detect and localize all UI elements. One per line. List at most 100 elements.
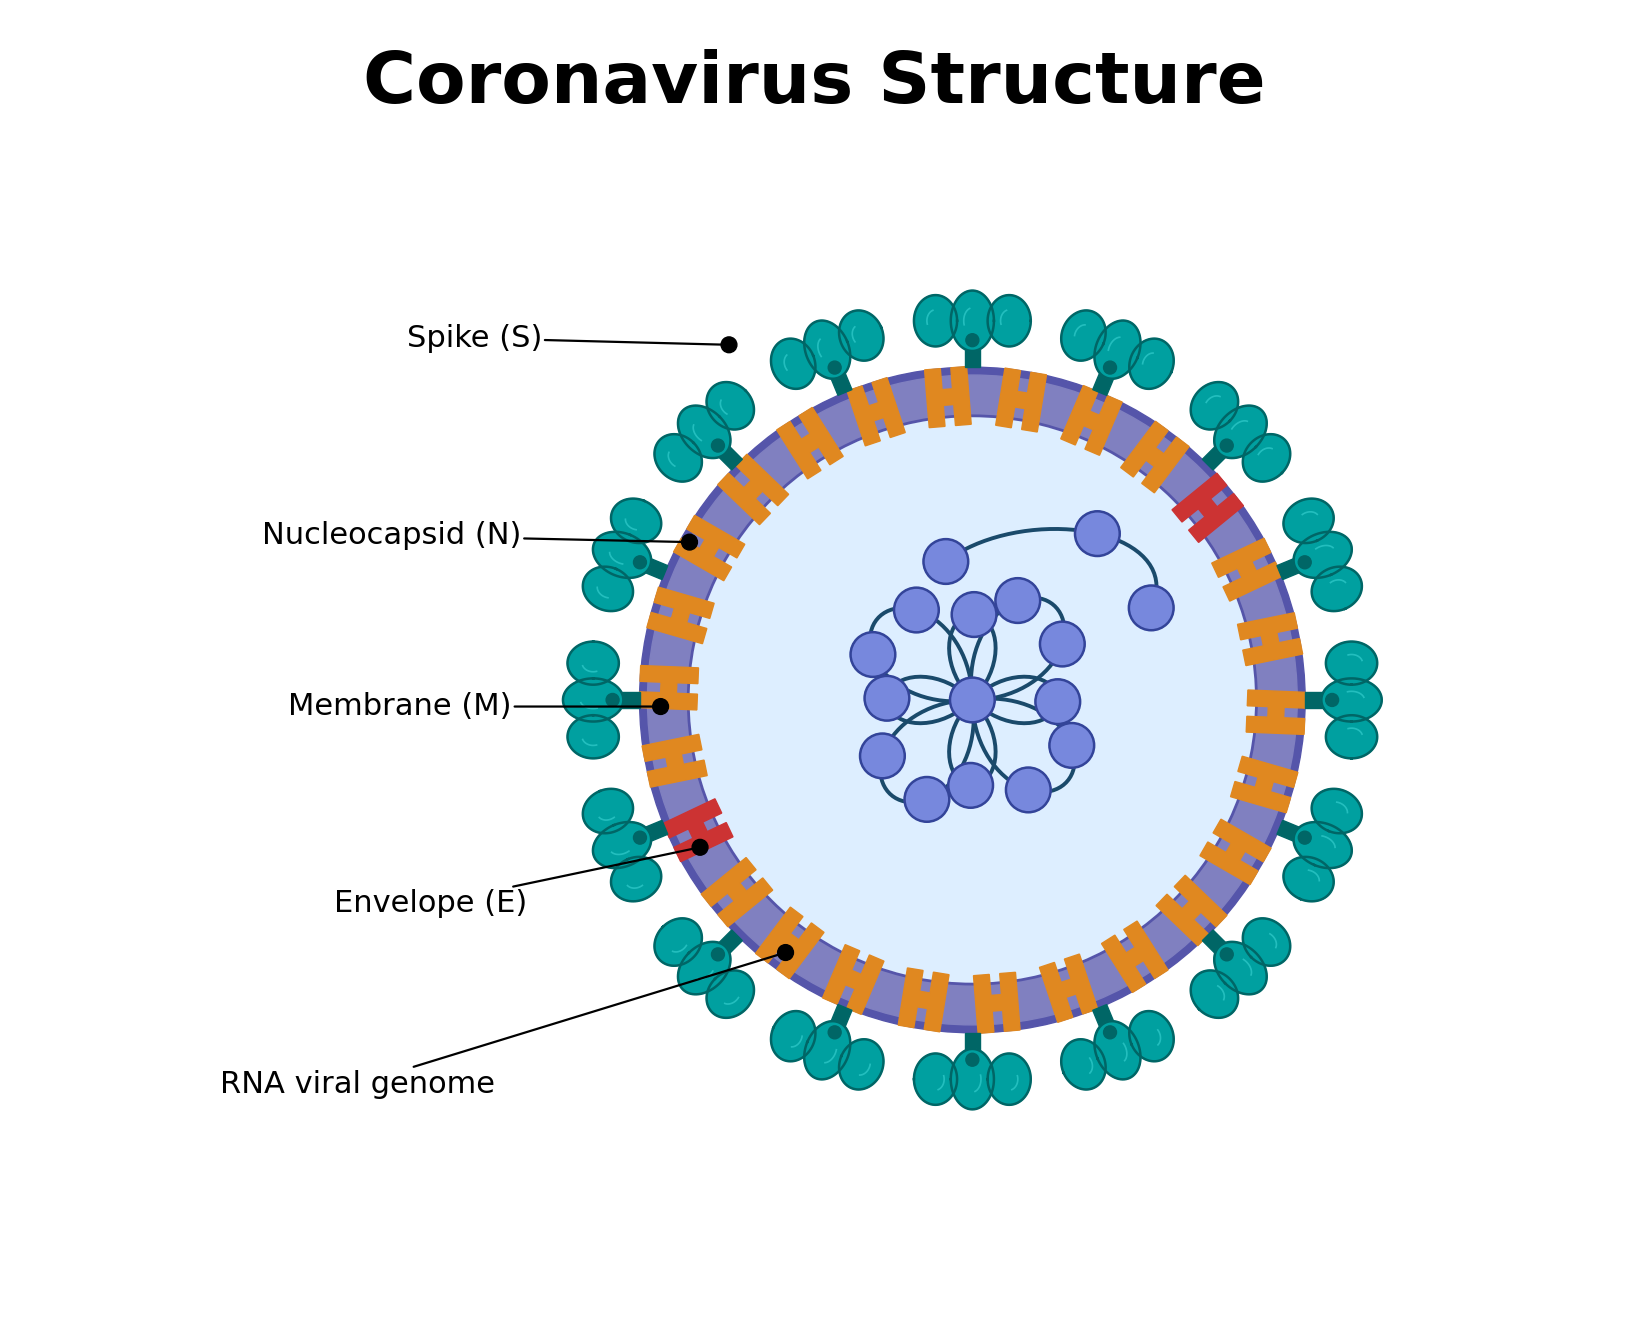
Polygon shape (1157, 894, 1209, 946)
Polygon shape (872, 378, 906, 437)
Circle shape (1298, 831, 1311, 844)
Polygon shape (805, 321, 850, 379)
Polygon shape (1189, 494, 1243, 543)
Polygon shape (1284, 857, 1334, 901)
Polygon shape (828, 365, 852, 395)
Text: Envelope (E): Envelope (E) (334, 847, 700, 918)
Polygon shape (1326, 715, 1377, 758)
Polygon shape (1202, 440, 1232, 470)
Circle shape (1129, 585, 1173, 630)
Text: Coronavirus Structure: Coronavirus Structure (363, 49, 1266, 118)
Polygon shape (678, 406, 730, 458)
Circle shape (828, 1026, 841, 1038)
Polygon shape (723, 877, 751, 908)
Polygon shape (647, 760, 707, 787)
Polygon shape (1191, 971, 1238, 1018)
Polygon shape (1201, 841, 1258, 885)
Polygon shape (642, 734, 702, 761)
Polygon shape (718, 473, 771, 524)
Circle shape (966, 334, 979, 346)
Polygon shape (564, 679, 624, 721)
Polygon shape (700, 857, 756, 906)
Polygon shape (951, 366, 971, 425)
Circle shape (692, 839, 709, 855)
Polygon shape (1293, 822, 1352, 868)
Circle shape (865, 676, 909, 720)
Polygon shape (777, 923, 824, 979)
Text: Nucleocapsid (N): Nucleocapsid (N) (262, 520, 689, 550)
Polygon shape (862, 400, 891, 424)
Polygon shape (1095, 321, 1140, 379)
Polygon shape (1077, 408, 1106, 433)
Circle shape (904, 777, 950, 822)
Polygon shape (687, 515, 744, 557)
Polygon shape (1093, 1004, 1117, 1036)
Circle shape (894, 588, 938, 633)
Polygon shape (1194, 493, 1222, 523)
Polygon shape (611, 857, 661, 901)
Polygon shape (1121, 421, 1168, 477)
Polygon shape (678, 942, 730, 995)
Polygon shape (1119, 943, 1150, 971)
Polygon shape (1191, 382, 1238, 429)
Polygon shape (805, 1021, 850, 1079)
Circle shape (1007, 768, 1051, 812)
Polygon shape (1214, 406, 1267, 458)
Polygon shape (1248, 690, 1306, 708)
Polygon shape (1277, 555, 1308, 580)
Polygon shape (1039, 963, 1074, 1022)
Circle shape (950, 678, 995, 723)
Circle shape (606, 694, 619, 707)
Polygon shape (640, 666, 699, 684)
Polygon shape (1085, 396, 1122, 456)
Polygon shape (1246, 716, 1305, 734)
Circle shape (828, 361, 841, 374)
Polygon shape (1060, 1040, 1106, 1090)
Polygon shape (707, 382, 754, 429)
Circle shape (1220, 948, 1233, 960)
Polygon shape (1101, 935, 1145, 992)
Polygon shape (1129, 338, 1175, 388)
Circle shape (948, 764, 994, 807)
Polygon shape (1293, 532, 1352, 577)
Circle shape (634, 831, 647, 844)
Circle shape (647, 375, 1297, 1025)
Polygon shape (933, 388, 961, 406)
Polygon shape (1284, 498, 1334, 543)
Circle shape (653, 699, 668, 715)
Polygon shape (1095, 1021, 1140, 1079)
Polygon shape (1129, 1011, 1175, 1061)
Polygon shape (798, 407, 844, 465)
Polygon shape (660, 674, 678, 701)
Text: Spike (S): Spike (S) (407, 324, 730, 353)
Circle shape (712, 948, 725, 960)
Circle shape (850, 633, 896, 676)
Polygon shape (696, 532, 723, 563)
Polygon shape (712, 930, 743, 959)
Polygon shape (655, 435, 702, 482)
Polygon shape (847, 386, 880, 446)
Polygon shape (1222, 836, 1249, 867)
Polygon shape (1142, 437, 1189, 493)
Polygon shape (837, 967, 868, 992)
Polygon shape (982, 993, 1010, 1012)
Polygon shape (712, 440, 743, 470)
Polygon shape (839, 1040, 883, 1090)
Polygon shape (663, 799, 722, 838)
Circle shape (1039, 622, 1085, 666)
Polygon shape (771, 1011, 816, 1061)
Polygon shape (1060, 310, 1106, 361)
Polygon shape (839, 310, 883, 361)
Polygon shape (665, 746, 684, 775)
Circle shape (966, 1053, 979, 1066)
Circle shape (995, 579, 1041, 624)
Polygon shape (1214, 942, 1267, 995)
Polygon shape (1238, 756, 1298, 787)
Polygon shape (613, 692, 640, 708)
Polygon shape (1140, 443, 1170, 472)
Circle shape (647, 375, 1297, 1025)
Polygon shape (774, 929, 805, 958)
Circle shape (777, 945, 793, 960)
Circle shape (681, 534, 697, 550)
Circle shape (951, 592, 997, 637)
